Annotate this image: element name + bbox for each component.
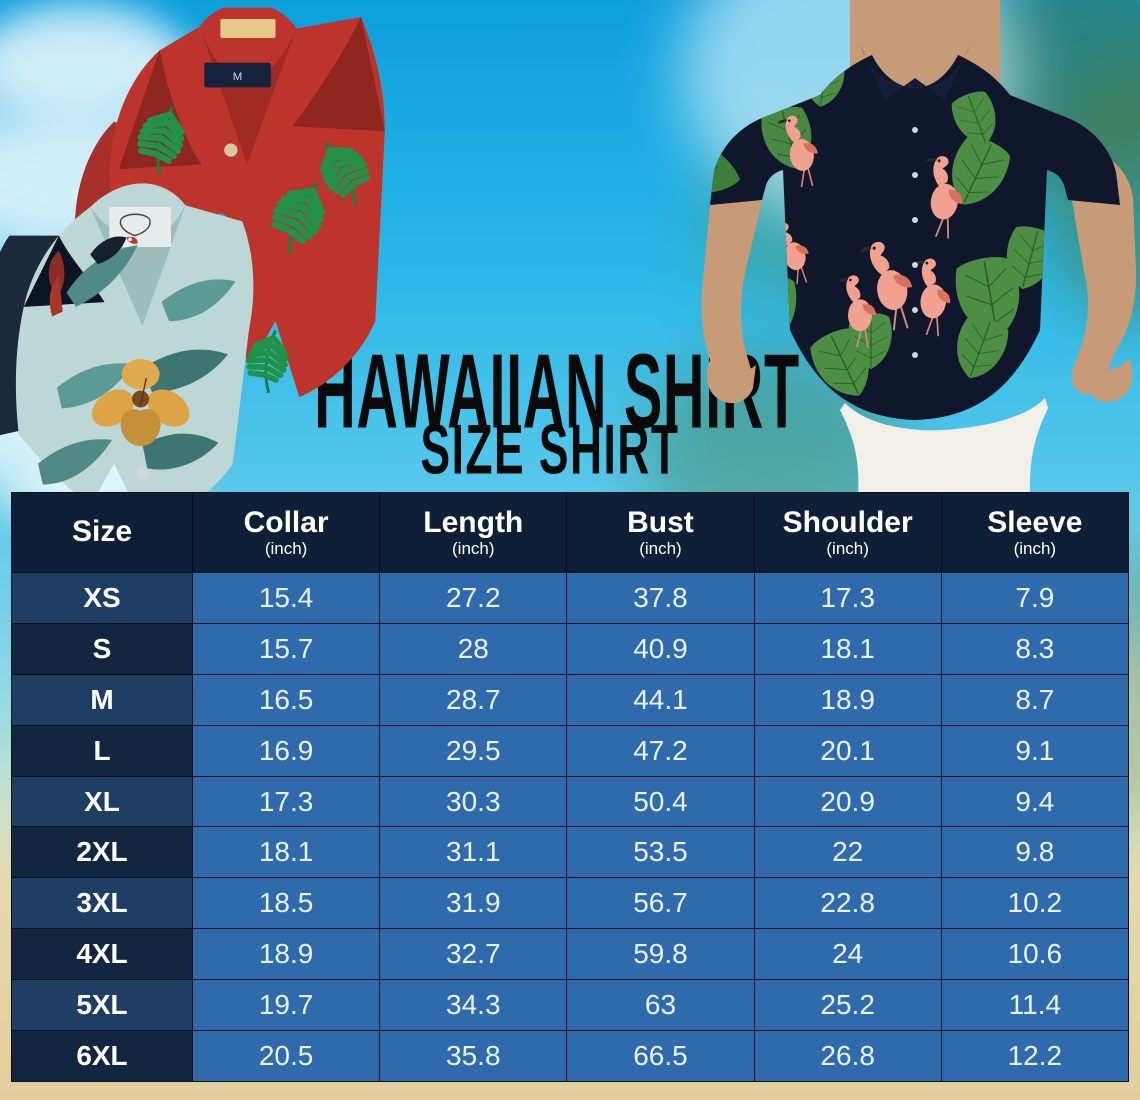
svg-text:M: M	[233, 71, 243, 83]
